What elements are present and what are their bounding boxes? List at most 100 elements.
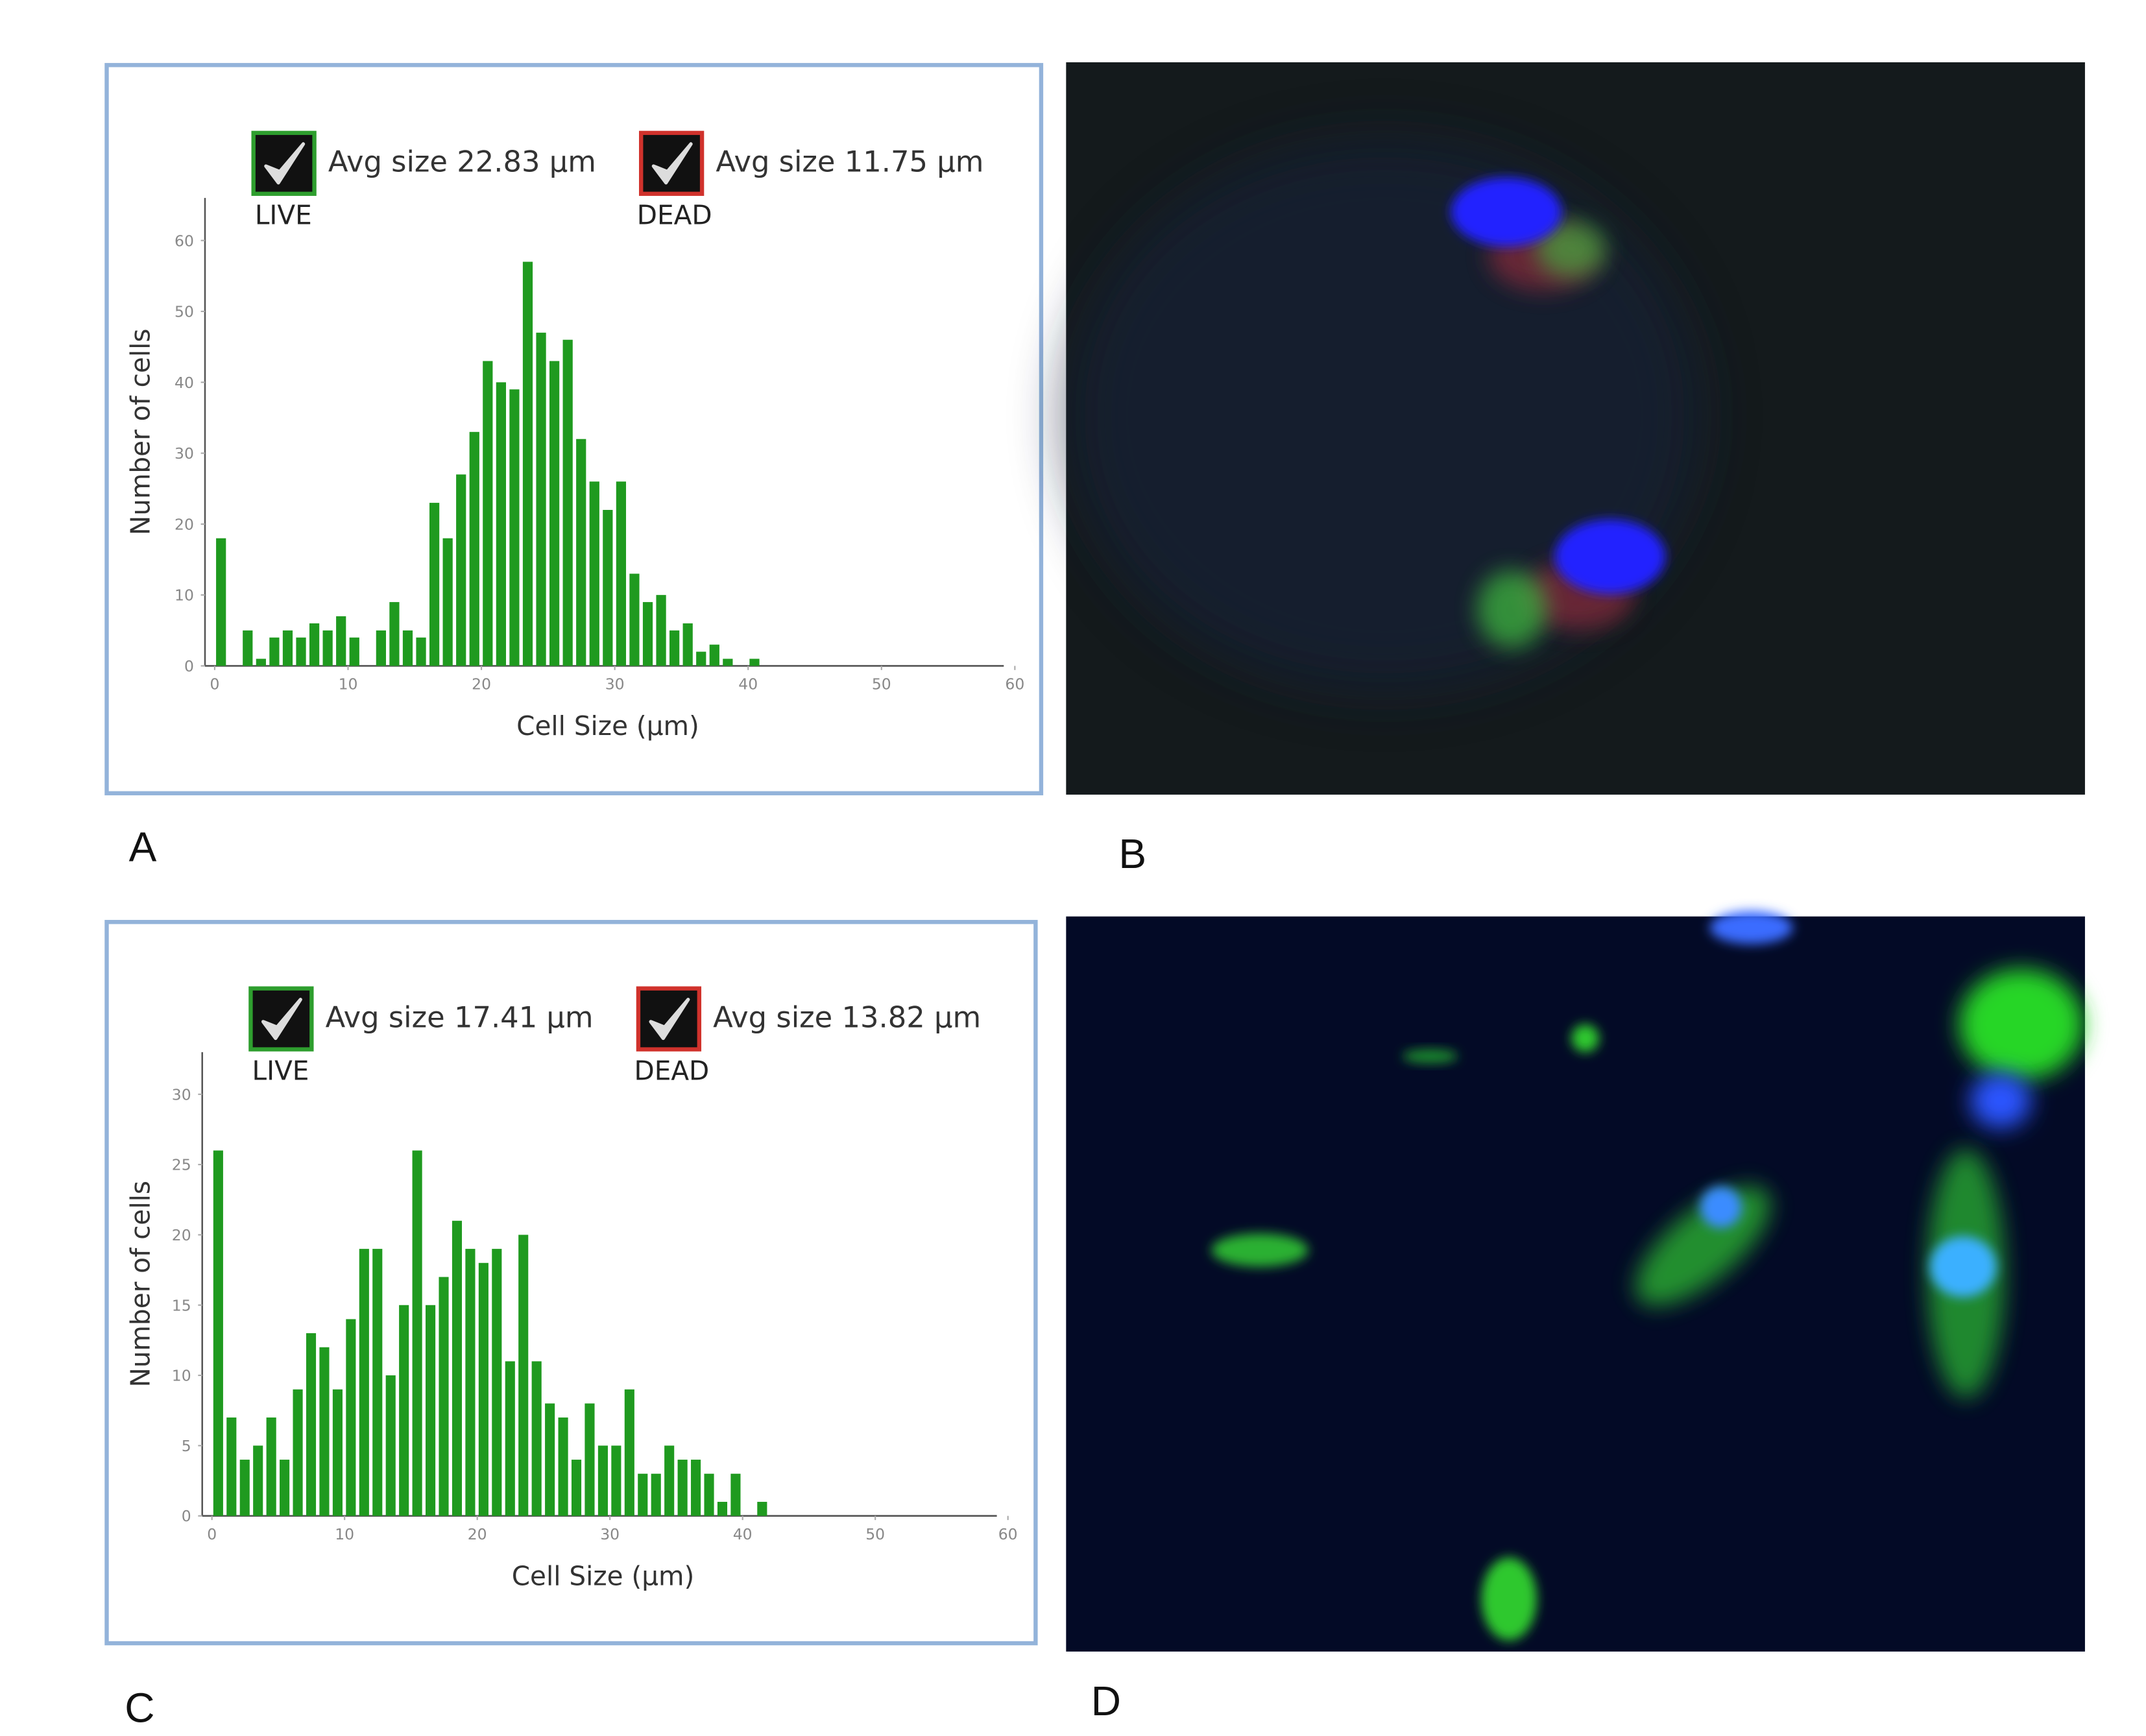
bar xyxy=(492,1249,502,1516)
bar xyxy=(558,1417,568,1516)
y-tick-label: 40 xyxy=(175,374,194,392)
micrograph xyxy=(1066,911,2085,1652)
bar xyxy=(531,1361,542,1516)
bar xyxy=(253,1445,263,1516)
bar xyxy=(478,1262,488,1516)
x-axis-label: Cell Size (µm) xyxy=(512,1560,695,1591)
x-tick-label: 0 xyxy=(210,675,219,693)
bar xyxy=(597,1445,608,1516)
bar xyxy=(696,651,706,666)
x-tick-label: 50 xyxy=(865,1525,885,1543)
legend-check xyxy=(264,142,306,185)
y-tick-label: 30 xyxy=(175,444,194,463)
bar xyxy=(571,1460,582,1516)
bar xyxy=(518,1235,529,1516)
bar xyxy=(282,630,293,666)
legend-name: DEAD xyxy=(637,200,712,231)
bar xyxy=(603,510,613,666)
bar xyxy=(730,1473,741,1516)
bar xyxy=(469,431,479,666)
bar xyxy=(536,332,546,666)
x-tick-label: 50 xyxy=(872,675,891,693)
legend-name: LIVE xyxy=(255,200,312,231)
x-tick-label: 10 xyxy=(339,675,358,693)
bar xyxy=(293,1389,303,1516)
bar xyxy=(332,1389,343,1516)
bar xyxy=(439,1277,449,1516)
legend-name: DEAD xyxy=(634,1055,710,1086)
bar xyxy=(226,1417,237,1516)
bar xyxy=(402,630,413,666)
bar xyxy=(576,439,586,666)
x-tick-label: 60 xyxy=(1005,675,1024,693)
bar xyxy=(306,1333,317,1516)
legend-text: Avg size 17.41 µm xyxy=(326,1000,594,1034)
bar xyxy=(505,1361,515,1516)
bar xyxy=(704,1473,714,1516)
bar xyxy=(656,595,666,666)
bar xyxy=(629,573,640,666)
micrograph xyxy=(1066,62,2085,795)
x-tick-label: 30 xyxy=(600,1525,620,1543)
legend-check xyxy=(651,142,693,185)
bar xyxy=(549,361,560,666)
bar xyxy=(611,1445,621,1516)
legend-checkbox xyxy=(636,986,702,1052)
y-tick-label: 0 xyxy=(184,657,194,675)
bar xyxy=(757,1502,767,1516)
bar xyxy=(682,623,693,666)
x-tick-label: 60 xyxy=(998,1525,1018,1543)
y-tick-label: 15 xyxy=(172,1296,191,1314)
bar xyxy=(416,637,426,666)
y-tick-label: 30 xyxy=(172,1085,191,1103)
panel-label: A xyxy=(129,823,157,870)
legend-checkbox xyxy=(248,986,314,1052)
bar xyxy=(389,602,400,666)
bar xyxy=(677,1460,688,1516)
y-tick-label: 50 xyxy=(175,303,194,321)
bar xyxy=(319,1347,330,1516)
bar xyxy=(709,644,719,666)
x-tick-label: 10 xyxy=(335,1525,354,1543)
bar xyxy=(359,1249,369,1516)
bar xyxy=(691,1460,701,1516)
bar xyxy=(429,503,440,666)
y-tick-label: 20 xyxy=(175,515,194,533)
legend-text: Avg size 13.82 µm xyxy=(713,1000,981,1034)
bar xyxy=(562,339,573,666)
legend-text: Avg size 11.75 µm xyxy=(716,145,983,179)
bar xyxy=(585,1403,595,1516)
legend-item: Avg size 22.83 µm LIVE xyxy=(251,130,596,231)
legend-check xyxy=(649,998,690,1041)
bar xyxy=(664,1445,675,1516)
bar xyxy=(522,261,533,666)
bar xyxy=(642,602,653,666)
bar xyxy=(385,1375,396,1516)
panel-label: C xyxy=(125,1685,154,1731)
bar xyxy=(717,1502,728,1516)
x-tick-label: 20 xyxy=(468,1525,487,1543)
x-tick-label: 40 xyxy=(733,1525,753,1543)
bar xyxy=(669,630,680,666)
bar xyxy=(213,1150,223,1516)
bar xyxy=(256,658,266,666)
legend-checkbox xyxy=(638,130,705,196)
y-axis-label: Number of cells xyxy=(125,329,156,536)
panel-label: D xyxy=(1091,1678,1121,1724)
bar xyxy=(483,361,493,666)
legend-text: Avg size 22.83 µm xyxy=(328,145,596,179)
bar xyxy=(376,630,386,666)
y-tick-label: 10 xyxy=(175,586,194,605)
bar xyxy=(456,474,466,666)
bar xyxy=(309,623,320,666)
bar xyxy=(349,637,359,666)
y-tick-label: 25 xyxy=(172,1156,191,1174)
bar xyxy=(296,637,306,666)
bar xyxy=(266,1417,276,1516)
bar xyxy=(322,630,333,666)
y-tick-label: 60 xyxy=(175,232,194,250)
y-tick-label: 10 xyxy=(172,1367,191,1385)
bar xyxy=(426,1305,436,1516)
bar xyxy=(496,382,506,666)
